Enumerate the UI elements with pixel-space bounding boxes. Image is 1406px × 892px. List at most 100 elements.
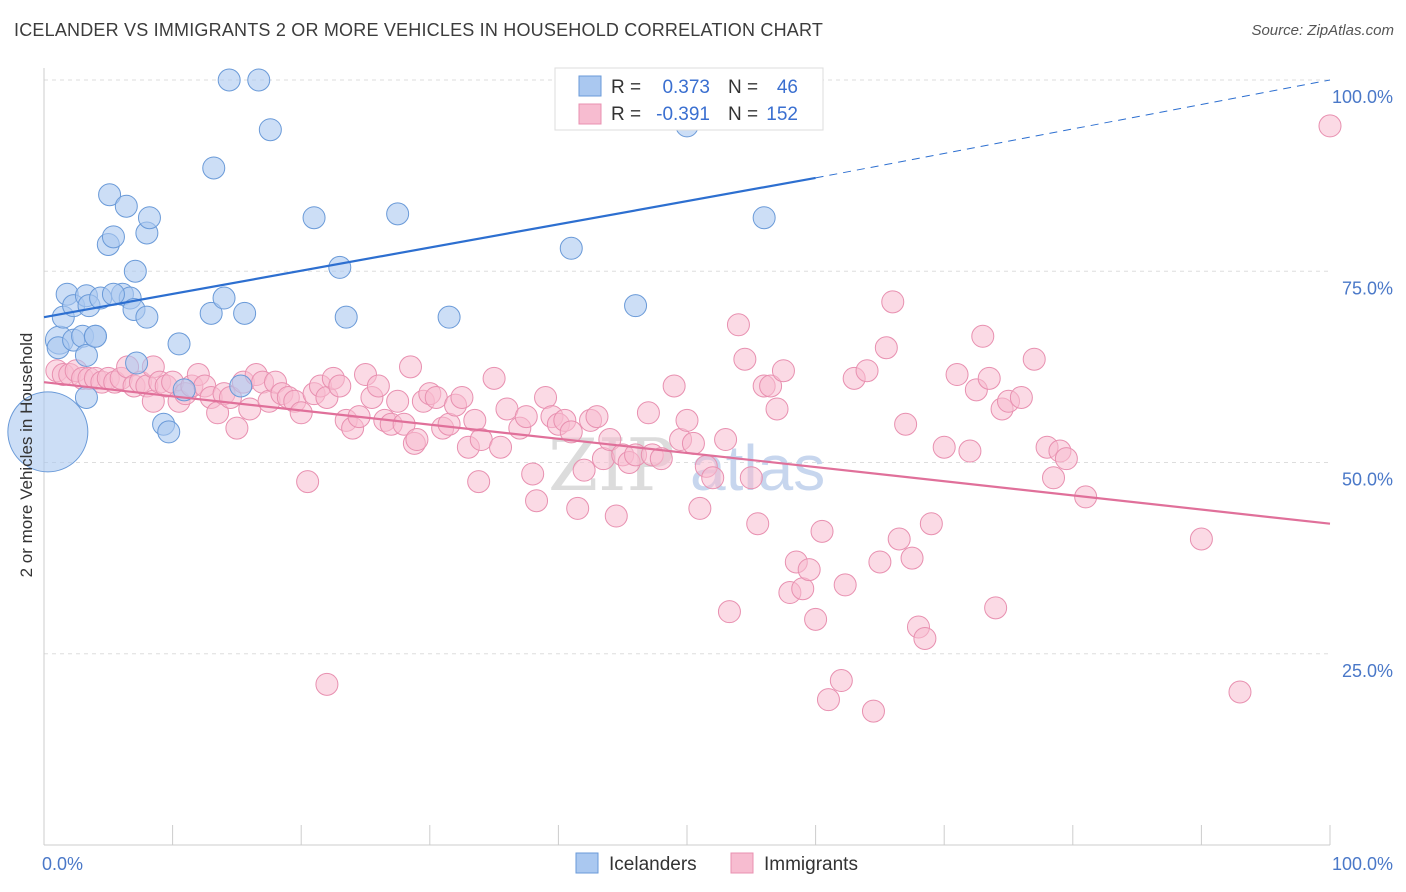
immigrants-point-149 [1189, 527, 1213, 551]
immigrants-point-116 [804, 607, 828, 631]
bottom-legend-icelanders: Icelanders [609, 854, 697, 875]
immigrants-trend-line [43, 381, 1331, 525]
immigrants-point-134 [945, 363, 969, 387]
immigrants-point-124 [868, 550, 892, 574]
immigrants-point-92 [636, 401, 660, 425]
icelanders-point-26 [135, 305, 159, 329]
icelanders-point-12 [74, 343, 98, 367]
immigrants-point-147 [1054, 447, 1078, 471]
immigrants-point-115 [797, 558, 821, 582]
immigrants-point-40 [296, 470, 320, 494]
legend-r-label-immigrants: R = [611, 104, 641, 125]
axes [43, 68, 1331, 846]
icelanders-point-29 [157, 420, 181, 444]
immigrants-point-99 [688, 496, 712, 520]
immigrants-point-82 [566, 496, 590, 520]
immigrants-point-152 [315, 672, 339, 696]
icelanders-point-0 [7, 391, 89, 473]
immigrants-point-151 [1318, 114, 1342, 138]
icelanders-point-46 [624, 294, 648, 318]
immigrants-point-76 [525, 489, 549, 513]
immigrants-point-54 [386, 389, 410, 413]
immigrants-point-132 [919, 512, 943, 536]
top-legend: R = 0.373 N = 46 R = -0.391 N = 152 [554, 67, 824, 131]
immigrants-point-119 [829, 669, 853, 693]
immigrants-point-128 [894, 412, 918, 436]
legend-swatch-icelanders [578, 75, 602, 97]
icelanders-point-13 [83, 324, 107, 348]
icelanders-point-48 [752, 206, 776, 230]
chart-title: ICELANDER VS IMMIGRANTS 2 OR MORE VEHICL… [14, 20, 824, 40]
icelanders-point-34 [212, 286, 236, 310]
immigrants-point-109 [759, 374, 783, 398]
tick-labels: 25.0% 50.0% 75.0% 100.0% 0.0% 100.0% [42, 87, 1393, 874]
immigrants-point-45 [328, 374, 352, 398]
icelanders-point-32 [199, 301, 223, 325]
immigrants-points [45, 114, 1342, 723]
immigrants-point-150 [1228, 680, 1252, 704]
immigrants-point-126 [881, 290, 905, 314]
immigrants-point-127 [887, 527, 911, 551]
icelanders-point-33 [202, 156, 226, 180]
immigrants-point-31 [238, 397, 262, 421]
immigrants-point-120 [833, 573, 857, 597]
legend-swatch-immigrants [578, 103, 602, 125]
icelanders-point-21 [114, 194, 138, 218]
icelanders-point-40 [302, 206, 326, 230]
immigrants-point-131 [913, 626, 937, 650]
icelanders-point-44 [437, 305, 461, 329]
immigrants-point-74 [514, 405, 538, 429]
icelanders-points [7, 68, 776, 473]
icelanders-point-45 [559, 236, 583, 260]
immigrants-point-123 [861, 699, 885, 723]
immigrants-point-85 [585, 405, 609, 429]
immigrants-point-129 [900, 546, 924, 570]
immigrants-point-98 [681, 431, 705, 455]
immigrants-point-101 [701, 466, 725, 490]
icelanders-trend-extension [815, 79, 1331, 179]
immigrants-point-138 [977, 366, 1001, 390]
icelanders-point-38 [247, 68, 271, 92]
immigrants-point-117 [810, 519, 834, 543]
immigrants-point-65 [450, 385, 474, 409]
legend-n-icelanders: 46 [777, 77, 798, 98]
icelanders-point-24 [125, 351, 149, 375]
immigrants-point-68 [467, 470, 491, 494]
immigrants-point-51 [366, 374, 390, 398]
x-tick-label-0: 0.0% [42, 854, 83, 874]
trend-lines [43, 79, 1331, 525]
immigrants-point-55 [392, 412, 416, 436]
immigrants-point-107 [746, 512, 770, 536]
immigrants-point-105 [733, 347, 757, 371]
immigrants-point-95 [662, 374, 686, 398]
icelanders-point-16 [101, 225, 125, 249]
immigrants-point-39 [289, 401, 313, 425]
icelanders-point-42 [334, 305, 358, 329]
bottom-legend-immigrants: Immigrants [764, 854, 858, 875]
immigrants-point-58 [405, 428, 429, 452]
icelanders-point-20 [98, 183, 122, 207]
immigrants-point-75 [521, 462, 545, 486]
immigrants-point-61 [424, 385, 448, 409]
immigrants-point-106 [739, 466, 763, 490]
x-tick-label-1: 100.0% [1332, 854, 1393, 874]
immigrants-point-83 [572, 458, 596, 482]
y-tick-label-0: 25.0% [1342, 661, 1393, 681]
immigrants-point-125 [874, 336, 898, 360]
y-tick-label-1: 50.0% [1342, 470, 1393, 490]
immigrants-point-71 [489, 435, 513, 459]
immigrants-point-137 [971, 324, 995, 348]
y-tick-label-3: 100.0% [1332, 87, 1393, 107]
icelanders-point-30 [167, 332, 191, 356]
legend-n-immigrants: 152 [766, 104, 798, 125]
icelanders-point-19 [101, 282, 125, 306]
icelanders-point-23 [123, 259, 147, 283]
immigrants-point-103 [717, 600, 741, 624]
legend-n-label-immigrants: N = [728, 104, 758, 125]
immigrants-point-135 [958, 439, 982, 463]
y-axis-label: 2 or more Vehicles in Household [17, 333, 36, 578]
grid [44, 79, 1330, 655]
bottom-legend: Icelanders Immigrants [575, 852, 858, 875]
legend-r-label-icelanders: R = [611, 77, 641, 98]
